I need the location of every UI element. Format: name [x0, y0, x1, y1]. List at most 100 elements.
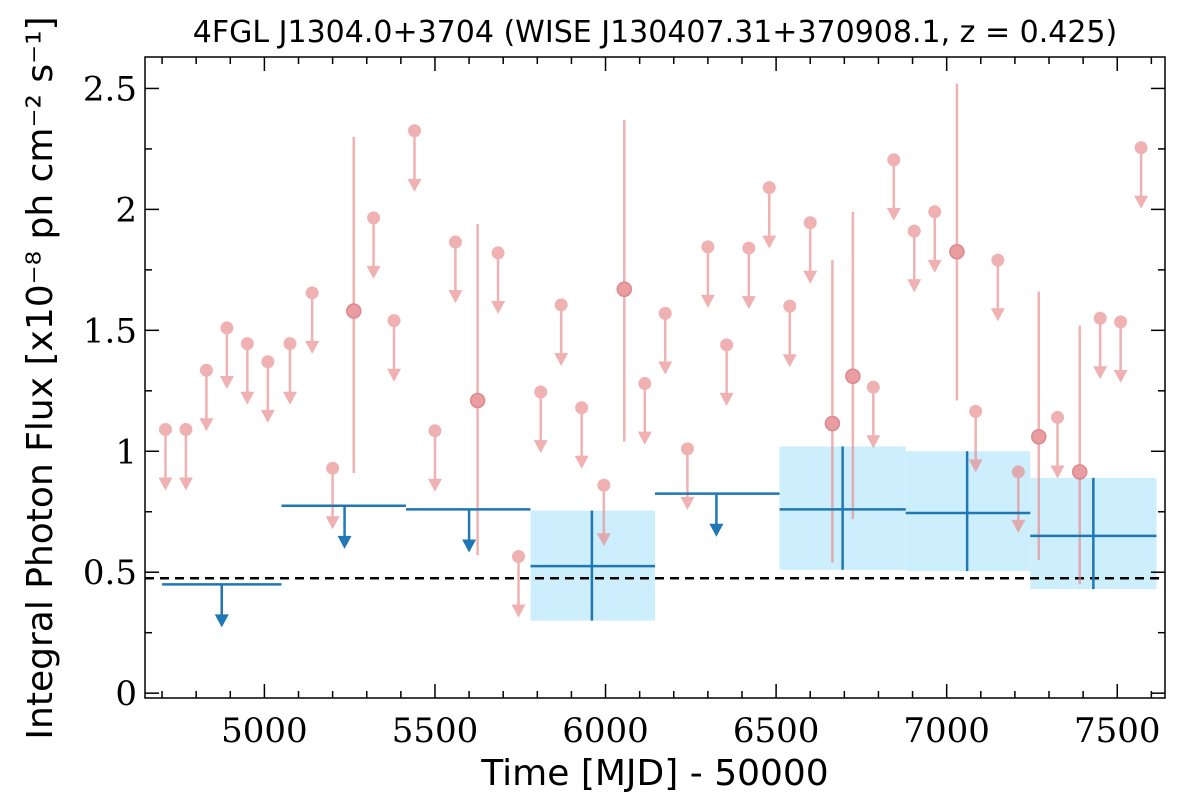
short-bin-upper-limit [1113, 315, 1128, 383]
long-bin-detection [779, 446, 906, 570]
upper-limit-arrowhead [700, 294, 715, 308]
upper-limit-point [240, 337, 254, 351]
short-bin-detection [824, 260, 841, 563]
y-axis-label: Integral Photon Flux [x10⁻⁸ ph cm⁻² s⁻¹] [20, 16, 61, 739]
x-tick-label: 5500 [392, 711, 479, 751]
short-bin-detection [949, 83, 965, 401]
upper-limit-arrowhead [907, 279, 922, 293]
short-bin-upper-limit [574, 401, 589, 469]
upper-limit-arrowhead [658, 361, 673, 375]
long-bin-detection [530, 510, 655, 621]
upper-limit-point [1051, 410, 1065, 424]
detection-point [1031, 429, 1047, 445]
short-bin-upper-limit [325, 461, 340, 530]
short-bin-upper-limit [491, 246, 506, 314]
upper-limit-point [1011, 465, 1025, 479]
short-bin-upper-limit [762, 181, 777, 249]
upper-limit-arrowhead [803, 270, 818, 284]
upper-limit-point [407, 124, 421, 138]
short-bin-upper-limit [719, 338, 734, 406]
detection-point [469, 392, 486, 409]
upper-limit-point [179, 423, 193, 437]
short-bin-upper-limit [886, 153, 901, 221]
upper-limit-point [866, 380, 880, 394]
upper-limit-point [658, 306, 672, 320]
short-bin-upper-limit [658, 306, 673, 375]
upper-limit-arrowhead [407, 178, 422, 192]
upper-limit-point [534, 385, 548, 399]
detection-point [346, 303, 362, 319]
upper-limit-arrowhead [240, 391, 255, 405]
short-bin-detection [1071, 325, 1088, 585]
upper-limit-point [1134, 141, 1148, 155]
x-tick-label: 6000 [562, 711, 649, 751]
axes: 5000 5500 6000 6500 7000 7500 0 0.5 1 1.5 2 2.5 [83, 57, 1165, 751]
short-bin-upper-limit [158, 423, 173, 491]
short-bin-upper-limit [387, 314, 402, 382]
upper-limit-point [783, 299, 797, 313]
upper-limit-arrowhead [709, 523, 724, 537]
upper-limit-arrowhead [325, 516, 340, 530]
x-tick-label: 7000 [903, 711, 990, 751]
short-bin-upper-limit [637, 377, 652, 445]
upper-limit-point [261, 355, 275, 369]
short-bin-upper-limit [927, 205, 942, 273]
upper-limit-point [991, 253, 1005, 267]
short-bin-upper-limit [511, 549, 526, 618]
detection-point [1071, 464, 1088, 480]
upper-limit-arrowhead [927, 259, 942, 273]
upper-limit-point [742, 241, 756, 255]
upper-limit-point [283, 337, 297, 351]
short-bin-upper-limit [554, 298, 569, 366]
upper-limit-arrowhead [866, 435, 881, 449]
upper-limit-point [762, 181, 776, 195]
upper-limit-arrowhead [1093, 366, 1108, 380]
y-tick-label: 2 [115, 190, 137, 230]
upper-limit-point [597, 478, 611, 492]
short-bin-upper-limit [427, 424, 442, 492]
short-bin-upper-limit [1050, 410, 1065, 479]
long-bin-upper-limit [405, 508, 531, 553]
short-bin-upper-limit [1134, 141, 1149, 209]
upper-limit-point [575, 401, 589, 415]
upper-limit-point [387, 314, 401, 328]
upper-limit-arrowhead [1050, 465, 1065, 479]
short-bin-upper-limit [448, 235, 463, 304]
upper-limit-arrowhead [260, 409, 275, 423]
upper-limit-arrowhead [637, 431, 652, 445]
short-bin-upper-limit [700, 240, 715, 308]
x-tick-label: 5000 [221, 711, 308, 751]
upper-limit-point [638, 377, 652, 391]
short-bin-upper-limit [680, 442, 695, 510]
short-bin-upper-limit [240, 337, 255, 405]
upper-limit-point [220, 321, 234, 335]
upper-limit-arrowhead [680, 496, 695, 510]
upper-limit-arrowhead [158, 477, 173, 491]
upper-limit-arrowhead [178, 477, 193, 491]
upper-limit-arrowhead [533, 440, 548, 454]
upper-limit-point [907, 224, 921, 238]
upper-limit-arrowhead [491, 300, 506, 314]
short-bin-upper-limit [907, 224, 922, 293]
upper-limit-arrowhead [1113, 369, 1128, 383]
y-tick-label: 0.5 [83, 553, 137, 593]
long-bin-detection [1030, 477, 1157, 590]
upper-limit-arrowhead [448, 290, 463, 304]
upper-limit-point [326, 461, 340, 475]
short-bin-upper-limit [305, 286, 320, 354]
short-bin-upper-limit [260, 355, 275, 423]
upper-limit-arrowhead [968, 459, 983, 473]
short-bin-upper-limit [990, 253, 1005, 322]
y-tick-label: 0 [115, 674, 137, 714]
upper-limit-arrowhead [990, 308, 1005, 322]
short-bin-upper-limit [803, 216, 818, 284]
upper-limit-point [448, 235, 462, 249]
upper-limit-point [928, 205, 942, 219]
upper-limit-arrowhead [1011, 519, 1026, 533]
upper-limit-point [199, 363, 213, 377]
upper-limit-point [803, 216, 817, 230]
x-axis-label: Time [MJD] - 50000 [480, 753, 828, 794]
long-bin-upper-limit [655, 492, 780, 537]
detection-point [845, 368, 861, 385]
